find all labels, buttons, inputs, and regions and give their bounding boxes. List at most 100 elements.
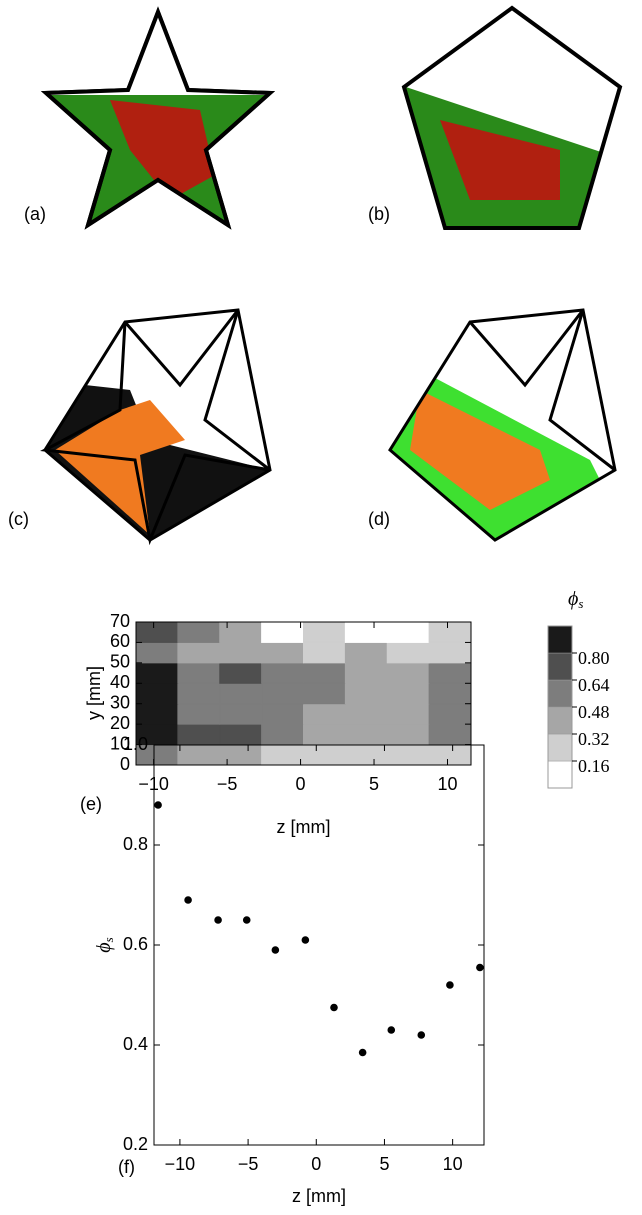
contour-cell [262, 745, 304, 765]
colorbar-swatch [548, 707, 572, 734]
contour-cell [345, 663, 387, 683]
contour-cell [345, 745, 387, 765]
contour-cell [304, 622, 346, 642]
y-tick-label: 30 [110, 692, 130, 712]
point [417, 1031, 425, 1039]
contour-cell [345, 642, 387, 662]
contour-cell [220, 642, 262, 662]
panel-label: (c) [8, 509, 29, 529]
figure: (a) (b) (c) (d) −10−50510010203040506070… [0, 0, 642, 1215]
colorbar-swatch [548, 626, 572, 653]
panel-label: (e) [80, 794, 102, 814]
contour-cell [220, 663, 262, 683]
contour-cell [304, 704, 346, 724]
contour-cell [345, 683, 387, 703]
colorbar-label: 0.16 [578, 756, 610, 776]
contour-cell [429, 704, 471, 724]
point [359, 1049, 367, 1057]
panel-label: (a) [24, 204, 46, 224]
contour-cell [178, 724, 220, 744]
contour-cell [345, 622, 387, 642]
x-axis-label: z [mm] [292, 1186, 346, 1206]
y-tick-label: 0.6 [123, 934, 148, 954]
contour-cell [304, 642, 346, 662]
contour-cell [387, 663, 429, 683]
contour-cell [136, 683, 178, 703]
colorbar-swatch [548, 761, 572, 788]
contour-cell [387, 622, 429, 642]
point [387, 1026, 395, 1034]
point [330, 1004, 338, 1012]
contour-cell [387, 642, 429, 662]
contour-cell [429, 683, 471, 703]
contour-cell [387, 683, 429, 703]
contour-cell [178, 663, 220, 683]
x-tick-label: 10 [443, 1154, 463, 1174]
y-tick-label: 40 [110, 672, 130, 692]
contour-cell [304, 724, 346, 744]
y-tick-label: 0.4 [123, 1034, 148, 1054]
contour-cell [220, 622, 262, 642]
x-tick-label: 5 [369, 774, 379, 794]
x-tick-label: −5 [238, 1154, 259, 1174]
point [476, 964, 484, 972]
symbol: ϕ [93, 942, 115, 952]
point [214, 916, 222, 924]
contour-cell [304, 663, 346, 683]
contour-cell [345, 704, 387, 724]
colorbar-swatch [548, 653, 572, 680]
point [272, 946, 280, 954]
subscript: s [578, 596, 583, 611]
contour-cell [136, 704, 178, 724]
contour-cell [262, 642, 304, 662]
point [184, 896, 192, 904]
contour-cell [345, 724, 387, 744]
contour-cell [136, 663, 178, 683]
colorbar-label: 0.80 [578, 648, 610, 668]
contour-cell [220, 704, 262, 724]
x-tick-label: 0 [296, 774, 306, 794]
contour-cell [262, 724, 304, 744]
contour-cell [136, 642, 178, 662]
colorbar-title: ϕs [568, 588, 583, 611]
contour-cell [178, 642, 220, 662]
x-tick-label: 0 [311, 1154, 321, 1174]
contour-cell [429, 663, 471, 683]
contour-cell [262, 683, 304, 703]
y-axis-label: ϕs [93, 937, 116, 952]
panel-b-image [400, 8, 625, 240]
colorbar-label: 0.48 [578, 702, 610, 722]
contour-cell [136, 622, 178, 642]
contour-cell [262, 704, 304, 724]
y-tick-label: 70 [110, 611, 130, 631]
panel-label: (b) [368, 204, 390, 224]
colorbar-label: 0.32 [578, 729, 610, 749]
panel-d-image [390, 310, 615, 540]
colorbar-swatch [548, 734, 572, 761]
contour-cell [304, 745, 346, 765]
x-tick-label: 5 [379, 1154, 389, 1174]
contour-cell [178, 683, 220, 703]
contour-cell [387, 704, 429, 724]
point [243, 916, 251, 924]
contour-cell [262, 622, 304, 642]
y-tick-label: 20 [110, 713, 130, 733]
y-tick-label: 0.8 [123, 834, 148, 854]
subscript: s [101, 937, 116, 942]
y-tick-label: 0 [120, 754, 130, 774]
panel-label: (d) [368, 509, 390, 529]
contour-cell [429, 642, 471, 662]
contour-cell [220, 683, 262, 703]
contour-cell [387, 724, 429, 744]
x-tick-label: 10 [437, 774, 457, 794]
contour-cell [220, 745, 262, 765]
contour-cell [262, 663, 304, 683]
panel-label: (f) [118, 1157, 135, 1177]
point [446, 981, 454, 989]
plot-frame [154, 745, 484, 1145]
contour-cell [178, 704, 220, 724]
x-tick-label: −10 [165, 1154, 196, 1174]
point [154, 801, 162, 809]
y-axis-label: y [mm] [84, 666, 104, 720]
x-axis-label: z [mm] [277, 817, 331, 837]
